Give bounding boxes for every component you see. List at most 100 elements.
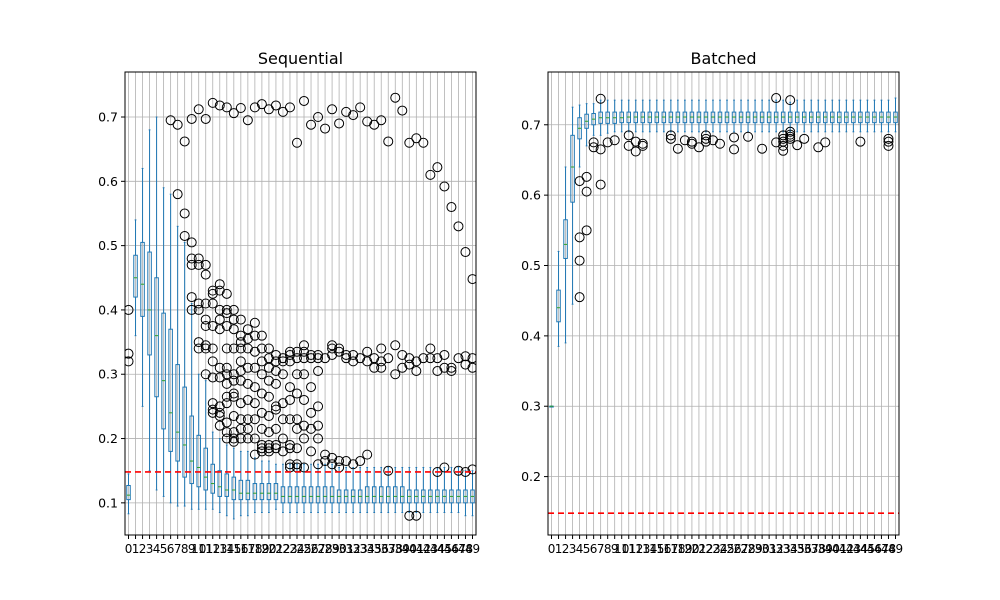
- outlier-point: [263, 411, 274, 422]
- outlier-point: [277, 414, 288, 425]
- box-15: [654, 99, 660, 133]
- outlier-point: [771, 93, 782, 104]
- box-5: [161, 187, 166, 497]
- x-tick-label: 46: [867, 542, 882, 556]
- outlier-point: [193, 253, 204, 264]
- outlier-point: [221, 378, 232, 389]
- box-34: [785, 95, 796, 144]
- outlier-point: [165, 115, 176, 126]
- x-tick-label: 17: [240, 542, 255, 556]
- box-25: [724, 99, 730, 133]
- outlier-point: [207, 372, 218, 383]
- box-34: [362, 116, 373, 513]
- outlier-point: [306, 407, 317, 418]
- box-27: [738, 99, 744, 133]
- outlier-point: [221, 308, 232, 319]
- outlier-point: [757, 143, 768, 154]
- outlier-point: [270, 378, 281, 389]
- outlier-point: [729, 132, 740, 143]
- x-tick-label: 34: [783, 542, 798, 556]
- box-21: [693, 99, 704, 153]
- outlier-point: [313, 349, 324, 360]
- x-tick-label: 45: [437, 542, 452, 556]
- box-21: [270, 100, 281, 510]
- x-tick-label: 38: [388, 542, 403, 556]
- outlier-point: [207, 404, 218, 415]
- plot-area: [125, 72, 476, 535]
- outlier-point: [228, 369, 239, 380]
- x-tick-label: 28: [317, 542, 332, 556]
- box-49: [893, 97, 898, 133]
- outlier-point: [341, 353, 352, 364]
- box-iqr: [259, 483, 265, 501]
- outlier-point: [277, 446, 288, 457]
- outlier-point: [214, 401, 225, 412]
- outlier-point: [214, 372, 225, 383]
- outlier-point: [256, 99, 267, 110]
- box-iqr: [196, 434, 201, 488]
- outlier-point: [299, 433, 310, 444]
- outlier-point: [263, 353, 274, 364]
- outlier-point: [277, 356, 288, 367]
- box-13: [637, 99, 648, 151]
- outlier-point: [186, 253, 197, 264]
- box-iqr: [224, 473, 230, 497]
- outlier-point: [242, 362, 253, 373]
- box-26: [729, 99, 740, 155]
- x-tick-label: 35: [790, 542, 805, 556]
- x-tick-label: 48: [881, 542, 896, 556]
- outlier-point: [792, 140, 803, 151]
- box-iqr: [308, 486, 314, 504]
- outlier-point: [327, 452, 338, 463]
- x-tick-label: 42: [416, 542, 431, 556]
- outlier-point: [179, 230, 190, 241]
- outlier-point: [291, 388, 302, 399]
- outlier-point: [221, 433, 232, 444]
- outlier-point: [665, 133, 676, 144]
- outlier-point: [327, 349, 338, 360]
- outlier-point: [453, 221, 464, 232]
- x-tick-label: 40: [825, 542, 840, 556]
- box-iqr: [400, 486, 405, 504]
- outlier-point: [778, 140, 789, 151]
- outlier-point: [242, 423, 253, 434]
- outlier-point: [362, 449, 373, 460]
- outlier-point: [453, 353, 464, 364]
- outlier-point: [200, 269, 211, 280]
- x-tick-label: 31: [761, 542, 776, 556]
- box-iqr: [570, 134, 575, 203]
- box-iqr: [273, 483, 279, 501]
- outlier-point: [193, 304, 204, 315]
- outlier-point: [263, 375, 274, 386]
- axes-frame: [547, 71, 900, 536]
- outlier-point: [242, 433, 253, 444]
- box-45: [865, 99, 870, 133]
- outlier-point: [214, 100, 225, 111]
- outlier-point: [425, 353, 436, 364]
- outlier-point: [418, 137, 429, 148]
- outlier-point: [284, 356, 295, 367]
- x-tick-label: 49: [465, 542, 480, 556]
- outlier-point: [228, 343, 239, 354]
- outlier-point: [249, 449, 260, 460]
- outlier-point: [256, 423, 267, 434]
- outlier-point: [630, 146, 641, 157]
- outlier-point: [313, 433, 324, 444]
- outlier-point: [221, 304, 232, 315]
- x-tick-label: 11: [198, 542, 213, 556]
- box-42: [418, 137, 429, 513]
- outlier-point: [235, 375, 246, 386]
- outlier-point: [207, 407, 218, 418]
- box-32: [348, 110, 359, 513]
- outlier-point: [306, 382, 317, 393]
- x-tick-label: 21: [691, 542, 706, 556]
- outlier-point: [439, 181, 450, 192]
- outlier-point: [277, 398, 288, 409]
- outlier-point: [284, 414, 295, 425]
- outlier-point: [813, 142, 824, 153]
- outlier-point: [263, 343, 274, 354]
- x-tick-label: 21: [268, 542, 283, 556]
- outlier-point: [221, 102, 232, 113]
- box-iqr: [556, 289, 561, 323]
- outlier-point: [390, 369, 401, 380]
